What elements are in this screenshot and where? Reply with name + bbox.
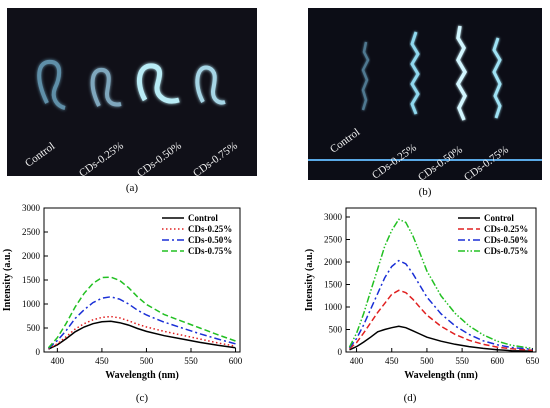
photo-panel-b: Control CDs-0.25% CDs-0.50% CDs-0.75% (308, 8, 542, 180)
chart-c-svg: 400 450 500 550 600 0 500 1000 1500 2000 2500 3000 W… (2, 203, 243, 381)
chart-d-ytick-label: 2000 (324, 257, 343, 267)
chart-c-xtick-label: 450 (95, 356, 109, 366)
chart-d-legend-label-1: CDs-0.25% (484, 224, 528, 234)
chart-c-series-line-2 (48, 296, 236, 349)
chart-c-ytick-label: 1000 (22, 299, 41, 309)
chart-c-series-line-3 (47, 276, 236, 349)
chart-c-legend-label-0: Control (188, 213, 218, 223)
caption-d: (d) (403, 392, 417, 404)
chart-c-ytick-label: 3000 (22, 203, 41, 213)
chart-c-xtick-label: 500 (140, 356, 154, 366)
chart-c-xtick-label: 550 (184, 356, 198, 366)
fiber-050-a (136, 63, 180, 104)
chart-d-xtick-label: 400 (350, 356, 364, 366)
chart-d-legend-label-0: Control (484, 213, 514, 223)
caption-c: (c) (135, 392, 149, 404)
chart-d-ytick-label: 3000 (324, 212, 343, 222)
chart-c-ytick-label: 0 (36, 347, 41, 357)
chart-c-ytick-label: 2500 (22, 227, 41, 237)
chart-c-series-line-0 (48, 320, 236, 350)
chart-d-series-line-1 (349, 289, 533, 351)
fiber-025-b (410, 31, 420, 115)
chart-d-series-line-3 (348, 218, 533, 350)
fiber-control-b (361, 41, 370, 111)
chart-c-ytick-label: 1500 (22, 275, 41, 285)
chart-d-xlabel: Wavelength (nm) (404, 370, 478, 381)
chart-c-legend-label-3: CDs-0.75% (188, 246, 232, 256)
chart-c-ylabel: Intensity (a.u.) (2, 249, 13, 312)
photo-panel-a: Control CDs-0.25% CDs-0.50% CDs-0.75% (7, 8, 257, 176)
chart-d-svg: 400 450 500 550 600 650 0 500 1000 1500 2000 2500 30… (304, 207, 540, 381)
fiber-075-b (492, 37, 502, 119)
chart-c: 400 450 500 550 600 0 500 1000 1500 2000 2500 3000 W… (0, 200, 270, 390)
chart-c-xtick-label: 400 (51, 356, 65, 366)
chart-d-legend-label-3: CDs-0.75% (484, 246, 528, 256)
chart-c-legend-label-2: CDs-0.50% (188, 235, 232, 245)
chart-d-xtick-label: 450 (385, 356, 399, 366)
chart-d-series-line-2 (348, 259, 533, 351)
chart-c-xlabel: Wavelength (nm) (105, 370, 179, 381)
chart-d-ytick-label: 500 (329, 325, 343, 335)
chart-d: 400 450 500 550 600 650 0 500 1000 1500 2000 2500 30… (280, 200, 550, 390)
chart-d-ylabel: Intensity (a.u.) (304, 249, 315, 312)
chart-d-legend-label-2: CDs-0.50% (484, 235, 528, 245)
chart-d-ytick-label: 2500 (324, 235, 343, 245)
caption-b: (b) (418, 186, 432, 198)
chart-d-ytick-label: 1000 (324, 302, 343, 312)
caption-a: (a) (125, 182, 139, 194)
fiber-control-a (37, 59, 66, 110)
chart-d-xtick-label: 550 (455, 356, 469, 366)
chart-d-xtick-label: 600 (491, 356, 505, 366)
fiber-075-a (195, 65, 226, 105)
chart-c-xtick-label: 600 (229, 356, 243, 366)
chart-d-xtick-label: 500 (420, 356, 434, 366)
fiber-050-b (455, 25, 468, 121)
chart-d-plot-frame (345, 207, 537, 353)
chart-c-series-line-1 (48, 315, 236, 350)
chart-d-series-line-0 (349, 325, 533, 352)
fiber-025-a (90, 67, 122, 107)
chart-d-ytick-label: 1500 (324, 280, 343, 290)
chart-d-xtick-label: 650 (526, 356, 540, 366)
chart-d-ytick-label: 0 (338, 347, 343, 357)
chart-c-legend-label-1: CDs-0.25% (188, 224, 232, 234)
chart-c-ytick-label: 2000 (22, 251, 41, 261)
glowing-fibers-a (37, 59, 226, 110)
glowing-fibers-b (308, 25, 542, 161)
chart-c-ytick-label: 500 (27, 323, 41, 333)
